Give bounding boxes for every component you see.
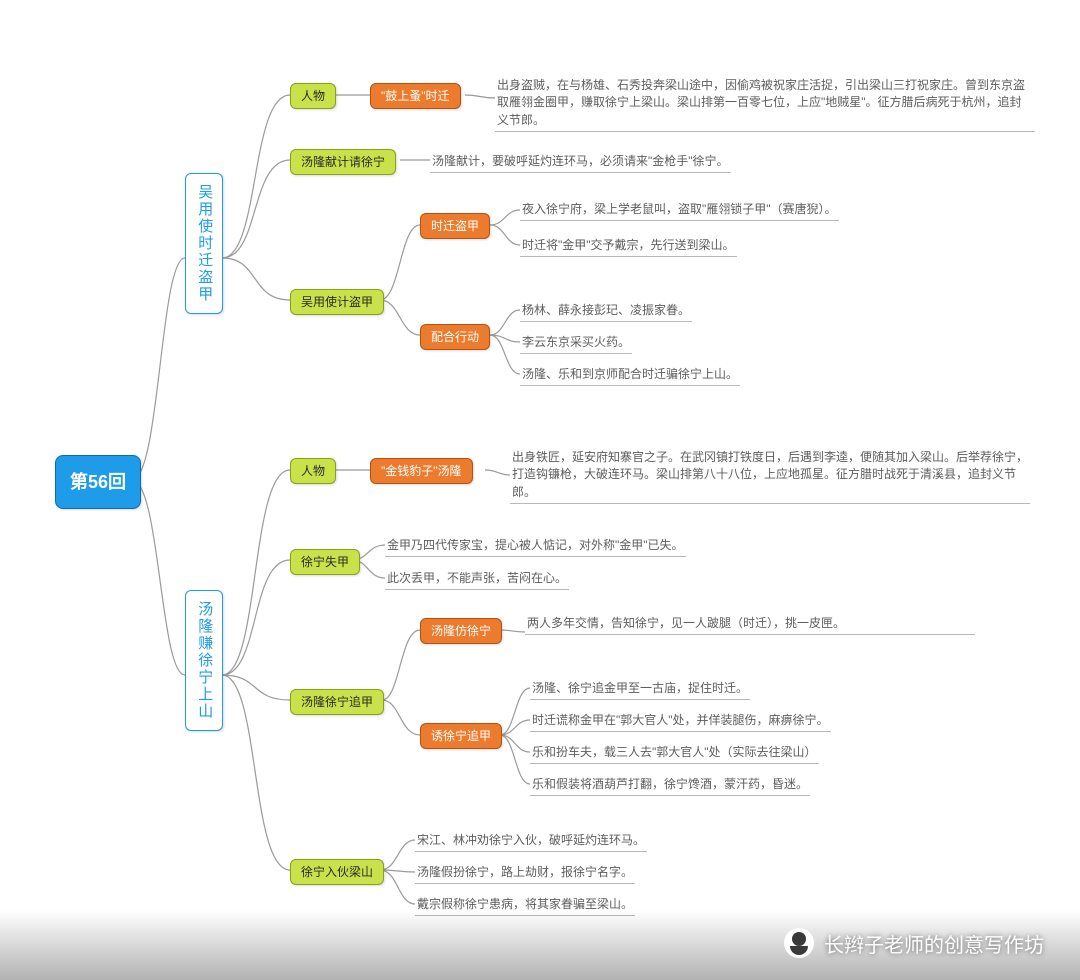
b2-shijia-1: 金甲乃四代传家宝，提心被人惦记，对外称"金甲"已失。	[385, 536, 686, 557]
watermark-text: 长辫子老师的创意写作坊	[824, 929, 1044, 958]
shiqian-bio: 出身盗贼，在与杨雄、石秀投奔梁山途中，因偷鸡被祝家庄活捉，引出梁山三打祝家庄。曾…	[495, 76, 1035, 132]
b1-peihe-1: 杨林、薛永接彭玘、凌振家眷。	[520, 301, 692, 322]
b2-ruhuo-2: 汤隆假扮徐宁，路上劫财，报徐宁名字。	[415, 863, 635, 884]
b2-fang-label[interactable]: 汤隆仿徐宁	[420, 618, 502, 644]
b1-peihe-2: 李云东京采买火药。	[520, 333, 632, 354]
b1-peihe-label[interactable]: 配合行动	[420, 324, 490, 350]
b1-renwu[interactable]: 人物	[290, 83, 336, 109]
b1-plan-text: 汤隆献计，要破呼延灼连环马，必须请来"金枪手"徐宁。	[430, 152, 731, 173]
b2-ruhuo-3: 戴宗假称徐宁患病，将其家眷骗至梁山。	[415, 895, 635, 916]
b2-zhuijia-label[interactable]: 汤隆徐宁追甲	[290, 689, 384, 715]
b2-ruhuo-label[interactable]: 徐宁入伙梁山	[290, 859, 384, 885]
b1-peihe-3: 汤隆、乐和到京师配合时迁骗徐宁上山。	[520, 365, 740, 386]
b2-renwu[interactable]: 人物	[290, 458, 336, 484]
b1-daojia-1: 夜入徐宁府，梁上学老鼠叫，盗取"雁翎锁子甲"（赛唐猊）。	[520, 200, 839, 221]
watermark: 长辫子老师的创意写作坊	[784, 928, 1044, 958]
shiqian-name[interactable]: "鼓上蚤"时迁	[370, 83, 461, 109]
tanglong-bio: 出身铁匠，延安府知寨官之子。在武冈镇打铁度日，后遇到李逵，便随其加入梁山。后举荐…	[510, 448, 1030, 504]
b1-daojia-2: 时迁将"金甲"交予戴宗，先行送到梁山。	[520, 236, 737, 257]
root-node[interactable]: 第56回	[55, 455, 141, 509]
b2-shijia-2: 此次丢甲，不能声张，苦闷在心。	[385, 569, 569, 590]
b1-daojia-label[interactable]: 时迁盗甲	[420, 213, 490, 239]
branch1-title[interactable]: 吴用使时迁盗甲	[185, 173, 223, 314]
branch2-title[interactable]: 汤隆赚徐宁上山	[185, 590, 223, 731]
wechat-icon	[784, 928, 814, 958]
b2-you-4: 乐和假装将酒葫芦打翻，徐宁馋酒，蒙汗药，昏迷。	[530, 775, 810, 796]
b2-ruhuo-1: 宋江、林冲劝徐宁入伙，破呼延灼连环马。	[415, 831, 647, 852]
b1-plan-label[interactable]: 汤隆献计请徐宁	[290, 149, 396, 175]
b2-fang-text: 两人多年交情，告知徐宁，见一人跛腿（时迁），挑一皮匣。	[525, 614, 975, 635]
b2-you-2: 时迁谎称金甲在"郭大官人"处，并佯装腿伤，麻痹徐宁。	[530, 711, 831, 732]
b2-you-label[interactable]: 诱徐宁追甲	[420, 723, 502, 749]
b2-shijia-label[interactable]: 徐宁失甲	[290, 549, 360, 575]
b2-you-3: 乐和扮车夫，载三人去"郭大官人"处（实际去往梁山）	[530, 743, 819, 764]
b2-you-1: 汤隆、徐宁追金甲至一古庙，捉住时迁。	[530, 679, 750, 700]
tanglong-name[interactable]: "金钱豹子"汤隆	[370, 458, 473, 484]
b1-wuyong-label[interactable]: 吴用使计盗甲	[290, 289, 384, 315]
